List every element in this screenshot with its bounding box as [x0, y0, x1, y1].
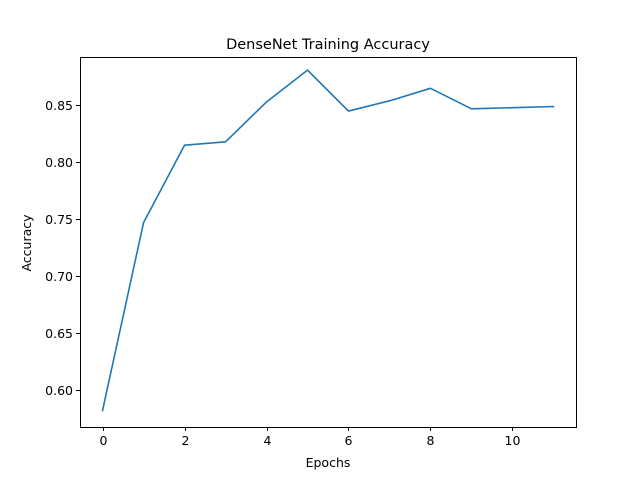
chart-title: DenseNet Training Accuracy: [226, 37, 430, 53]
y-tick-label: 0.70: [45, 269, 73, 284]
y-axis-ticks: 0.60 0.65 0.70 0.75 0.80 0.85: [45, 98, 80, 398]
y-tick-label: 0.75: [45, 212, 73, 227]
y-axis-label: Accuracy: [19, 214, 34, 272]
y-tick-label: 0.60: [45, 383, 73, 398]
x-tick-label: 2: [182, 433, 190, 448]
x-tick-label: 10: [505, 433, 521, 448]
x-tick-label: 8: [427, 433, 435, 448]
y-tick-label: 0.65: [45, 326, 73, 341]
series-layer: [101, 69, 555, 412]
x-axis-label: Epochs: [306, 455, 351, 470]
x-tick-label: 4: [264, 433, 272, 448]
y-tick-label: 0.85: [45, 98, 73, 113]
x-axis-ticks: 0 2 4 6 8 10: [100, 427, 521, 448]
y-tick-label: 0.80: [45, 155, 73, 170]
series-line: [101, 69, 555, 412]
x-tick-label: 0: [100, 433, 108, 448]
plot-frame: [80, 57, 577, 428]
x-tick-label: 6: [345, 433, 353, 448]
